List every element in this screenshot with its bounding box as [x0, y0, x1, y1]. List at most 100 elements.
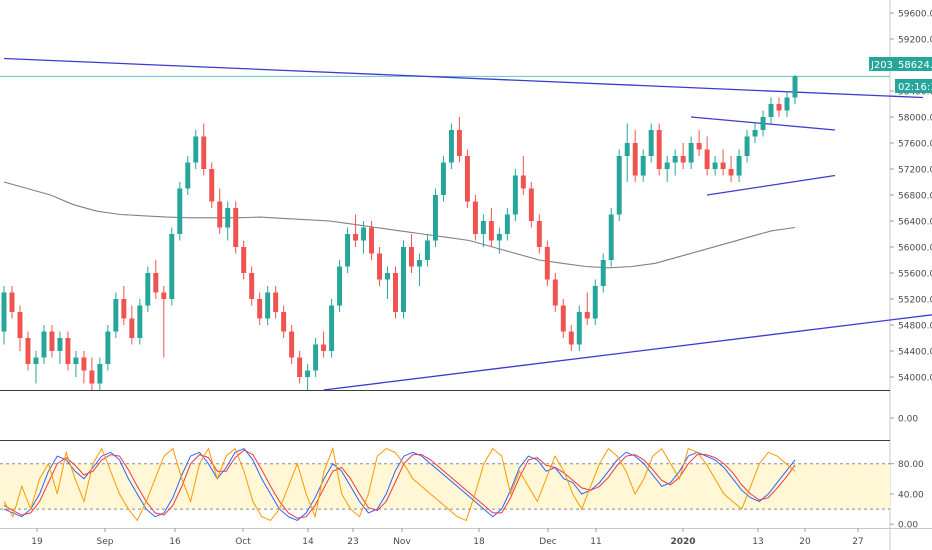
- candle-body: [273, 292, 279, 312]
- time-tick-label: 20: [799, 537, 811, 547]
- candle-body: [464, 156, 470, 202]
- time-tick-label: Dec: [539, 537, 556, 547]
- price-tick-label: 59200.00: [898, 36, 932, 46]
- candle-body: [385, 273, 390, 280]
- moving-average-line: [3, 181, 796, 269]
- candle-body: [401, 247, 406, 312]
- candle-body: [145, 273, 151, 306]
- candle-body: [584, 312, 590, 319]
- candle-body: [680, 156, 686, 163]
- candle-body: [321, 344, 327, 351]
- candle-body: [472, 201, 478, 234]
- candle-body: [600, 260, 606, 286]
- candle-body: [752, 130, 758, 137]
- candle-body: [456, 130, 462, 156]
- candle-body: [57, 338, 63, 351]
- candle-body: [65, 338, 71, 364]
- candle-body: [305, 370, 311, 377]
- candle-body: [329, 305, 335, 351]
- candle-body: [169, 234, 175, 299]
- candle-body: [728, 169, 734, 176]
- symbol-badge: J203: [870, 60, 893, 71]
- candle-body: [177, 188, 183, 234]
- trendline: [3, 57, 923, 99]
- price-tick-label: 57200.00: [898, 166, 932, 176]
- candle-body: [424, 240, 430, 260]
- candle-body: [233, 208, 239, 247]
- stochastic-panel[interactable]: 80.00 40.00 0.00: [0, 446, 924, 531]
- candle-body: [289, 331, 295, 358]
- price-tick-label: 57600.00: [898, 140, 932, 150]
- candle-body: [656, 130, 662, 169]
- price-tick-label: 55600.00: [898, 270, 932, 280]
- candle-body: [33, 357, 39, 364]
- candle-body: [624, 143, 630, 156]
- candle-body: [416, 260, 422, 267]
- stochastic-tick-label: 40.00: [898, 490, 924, 500]
- time-tick-label: 27: [852, 537, 863, 547]
- stochastic-line: [3, 449, 796, 519]
- time-axis[interactable]: 19 Sep 16 Oct 14 23 Nov 18 Dec 11 2020 13 20 27: [31, 528, 864, 547]
- candle-body: [640, 156, 646, 176]
- stochastic-tick-label: 80.00: [898, 460, 924, 470]
- candle-body: [480, 221, 486, 234]
- price-tick-label: 56800.00: [898, 192, 932, 202]
- symbol-badge-bg: [869, 57, 895, 71]
- stochastic-band: [0, 463, 890, 510]
- candles[interactable]: [1, 74, 798, 390]
- countdown-label: 02:16:12: [898, 82, 932, 93]
- price-tick-label: 54400.00: [898, 348, 932, 358]
- candle-body: [792, 76, 798, 98]
- candle-body: [9, 292, 15, 312]
- candle-body: [768, 104, 774, 117]
- trendline: [707, 174, 836, 196]
- candle-body: [448, 130, 454, 163]
- candle-body: [744, 136, 750, 156]
- last-price-label: 58624.35: [898, 60, 932, 71]
- candle-body: [265, 292, 271, 319]
- volume-panel[interactable]: 0.00: [890, 415, 918, 425]
- time-tick-label: 23: [347, 537, 358, 547]
- candle-body: [25, 338, 31, 364]
- candle-body: [608, 214, 614, 260]
- candle-body: [89, 370, 95, 384]
- candle-body: [73, 357, 79, 364]
- candle-body: [736, 156, 742, 176]
- time-tick-label: 2020: [670, 537, 695, 547]
- price-tick-label: 59600.00: [898, 10, 932, 20]
- price-tick-label: 56000.00: [898, 244, 932, 254]
- last-price-badge-bg: [895, 57, 932, 71]
- candle-body: [281, 312, 287, 332]
- time-tick-label: Nov: [393, 537, 411, 547]
- time-tick-label: Oct: [235, 537, 251, 547]
- candle-body: [297, 357, 303, 377]
- candle-body: [241, 247, 247, 273]
- candle-body: [496, 234, 502, 241]
- candle-body: [536, 221, 542, 247]
- candle-body: [720, 162, 726, 169]
- price-tick-label: 54000.00: [898, 374, 932, 384]
- candle-body: [353, 234, 359, 241]
- candle-body: [552, 279, 558, 306]
- candle-body: [257, 299, 263, 319]
- candle-body: [337, 266, 343, 306]
- candle-body: [377, 253, 383, 280]
- candle-body: [393, 273, 398, 312]
- candle-body: [121, 299, 127, 319]
- time-tick-label: 13: [752, 537, 763, 547]
- candle-body: [249, 273, 255, 299]
- candle-body: [409, 247, 414, 267]
- candle-body: [105, 331, 111, 364]
- trendline: [323, 314, 932, 391]
- candle-body: [672, 156, 678, 163]
- candle-body: [17, 312, 23, 338]
- candle-body: [576, 312, 582, 345]
- candle-body: [193, 136, 199, 163]
- candle-body: [161, 292, 167, 299]
- candle-body: [632, 143, 638, 176]
- candle-body: [520, 175, 526, 189]
- time-tick-label: 18: [473, 537, 485, 547]
- candle-body: [616, 156, 622, 215]
- stochastic-tick-label: 0.00: [898, 521, 918, 531]
